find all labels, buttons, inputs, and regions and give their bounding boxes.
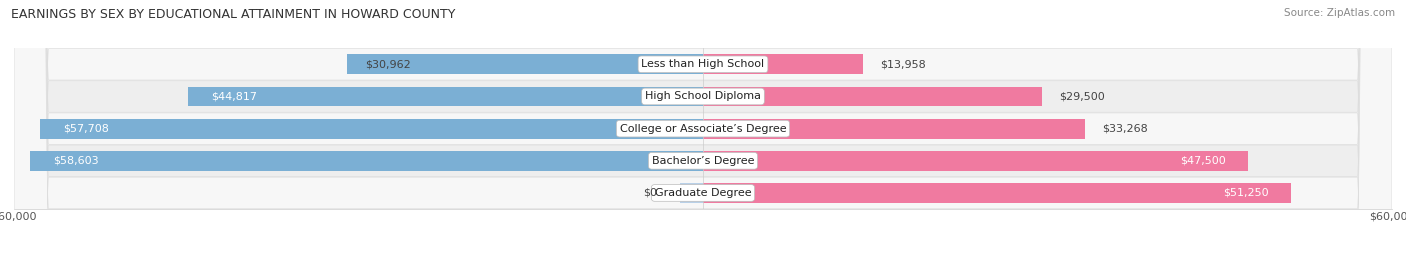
Text: $44,817: $44,817: [211, 91, 257, 102]
Bar: [703, 183, 1292, 203]
Bar: [703, 87, 1042, 106]
Text: College or Associate’s Degree: College or Associate’s Degree: [620, 124, 786, 134]
Text: $30,962: $30,962: [364, 59, 411, 69]
Text: $51,250: $51,250: [1223, 188, 1268, 198]
Text: Bachelor’s Degree: Bachelor’s Degree: [652, 156, 754, 166]
FancyBboxPatch shape: [14, 0, 1392, 268]
FancyBboxPatch shape: [14, 0, 1392, 268]
Text: Less than High School: Less than High School: [641, 59, 765, 69]
FancyBboxPatch shape: [14, 0, 1392, 268]
Bar: [188, 87, 703, 106]
Bar: [703, 119, 1085, 139]
Text: EARNINGS BY SEX BY EDUCATIONAL ATTAINMENT IN HOWARD COUNTY: EARNINGS BY SEX BY EDUCATIONAL ATTAINMEN…: [11, 8, 456, 21]
Text: $33,268: $33,268: [1102, 124, 1147, 134]
Text: $0: $0: [643, 188, 657, 198]
Text: $57,708: $57,708: [63, 124, 110, 134]
Text: Source: ZipAtlas.com: Source: ZipAtlas.com: [1284, 8, 1395, 18]
Text: $13,958: $13,958: [880, 59, 927, 69]
Text: $58,603: $58,603: [53, 156, 98, 166]
FancyBboxPatch shape: [14, 0, 1392, 268]
Bar: [30, 151, 703, 171]
Bar: [347, 54, 703, 74]
Text: High School Diploma: High School Diploma: [645, 91, 761, 102]
Bar: [681, 183, 703, 203]
FancyBboxPatch shape: [14, 0, 1392, 268]
Bar: [41, 119, 703, 139]
Bar: [703, 151, 1249, 171]
Text: $29,500: $29,500: [1059, 91, 1105, 102]
Text: $47,500: $47,500: [1180, 156, 1226, 166]
Bar: [703, 54, 863, 74]
Text: Graduate Degree: Graduate Degree: [655, 188, 751, 198]
